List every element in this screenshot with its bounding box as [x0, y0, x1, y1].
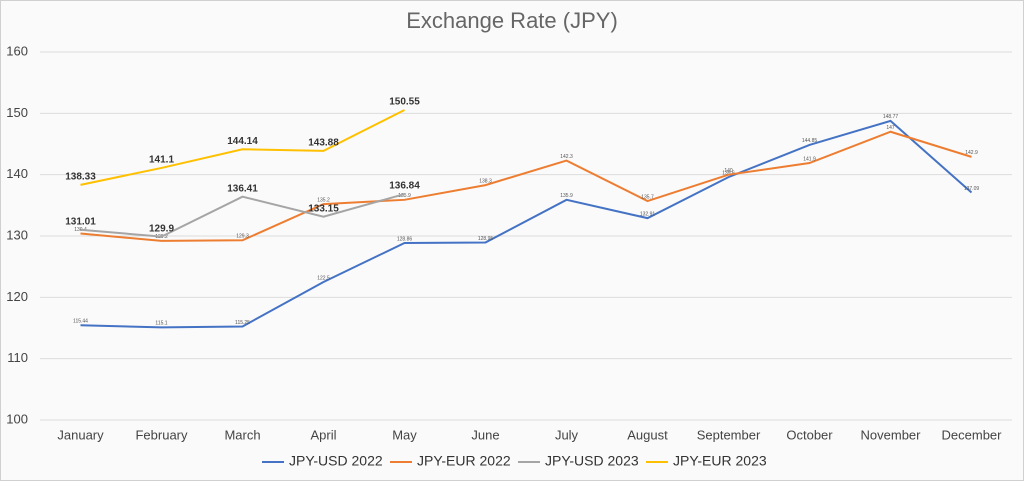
data-label: 128.86 [397, 236, 413, 242]
x-tick-label: May [392, 427, 417, 442]
legend-label: JPY-EUR 2023 [673, 453, 767, 469]
data-label: 122.5 [317, 275, 330, 281]
data-label: 140 [724, 168, 733, 174]
x-tick-label: September [697, 427, 761, 442]
data-label: 144.85 [802, 138, 818, 144]
x-tick-label: April [310, 427, 336, 442]
data-label: 135.2 [317, 197, 330, 203]
y-tick-label: 140 [6, 166, 28, 181]
chart-title: Exchange Rate (JPY) [406, 8, 618, 33]
data-label: 135.9 [560, 193, 573, 199]
y-tick-label: 110 [7, 350, 28, 365]
data-label: 142.3 [560, 154, 573, 160]
series-line [80, 130, 972, 242]
data-label: 136.84 [389, 181, 420, 192]
data-label: 143.88 [308, 138, 339, 149]
data-label: 137.09 [964, 186, 980, 192]
data-label: 141.1 [149, 155, 174, 166]
series-line [80, 193, 405, 238]
data-label: 115.44 [73, 319, 88, 325]
x-tick-label: March [224, 427, 260, 442]
x-tick-label: August [627, 427, 668, 442]
series-line [80, 119, 973, 329]
legend-label: JPY-EUR 2022 [417, 453, 511, 469]
x-tick-label: October [786, 427, 833, 442]
legend-label: JPY-USD 2022 [289, 453, 383, 469]
y-tick-label: 100 [6, 411, 28, 426]
legend-label: JPY-USD 2023 [545, 453, 639, 469]
data-label: 135.7 [641, 194, 654, 200]
data-label: 142.9 [965, 150, 978, 156]
x-tick-label: January [57, 427, 104, 442]
data-label: 150.55 [389, 97, 420, 108]
y-tick-label: 150 [6, 105, 28, 120]
data-label: 129.3 [236, 234, 249, 240]
data-label: 147 [886, 125, 895, 131]
data-label: 144.14 [227, 136, 258, 147]
y-tick-label: 160 [6, 43, 28, 58]
data-label: 115.1 [155, 321, 167, 327]
x-tick-label: June [471, 427, 499, 442]
x-tick-label: February [135, 427, 188, 442]
data-label: 138.3 [479, 178, 492, 184]
data-label: 133.15 [308, 203, 339, 214]
x-tick-label: December [942, 427, 1003, 442]
data-label: 129.9 [149, 223, 174, 234]
x-tick-label: November [861, 427, 922, 442]
data-label: 148.77 [883, 114, 899, 120]
data-label: 138.33 [65, 172, 96, 183]
data-label: 136.41 [227, 183, 258, 194]
y-tick-label: 120 [6, 289, 28, 304]
y-tick-label: 130 [6, 227, 28, 242]
data-label: 139.6 [722, 170, 735, 176]
data-label: 115.25 [235, 320, 250, 326]
x-tick-label: July [555, 427, 579, 442]
data-label: 141.9 [803, 156, 816, 162]
data-label: 131.01 [65, 216, 96, 227]
data-label: 132.91 [640, 211, 656, 217]
series-line [80, 109, 405, 186]
data-label: 135.9 [398, 193, 411, 199]
data-label: 128.95 [478, 236, 494, 242]
